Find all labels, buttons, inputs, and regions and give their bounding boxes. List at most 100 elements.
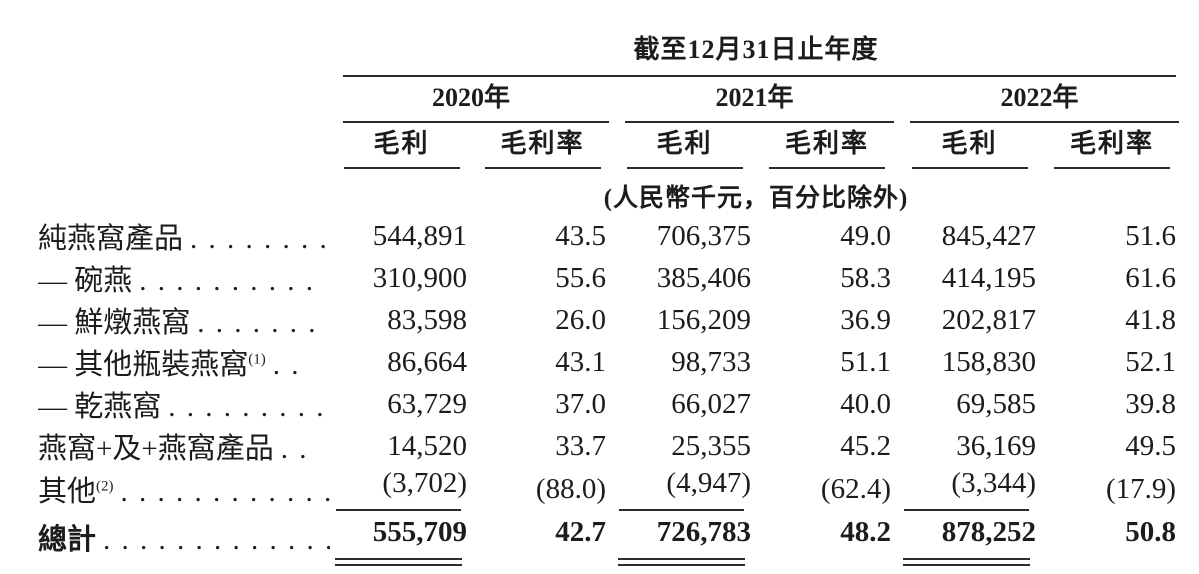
cell-value: 37.0 [555, 387, 606, 420]
total-2020-gross-margin: 42.7 [473, 511, 612, 574]
dot-leader: . . . . . . . . . . . . [120, 476, 330, 508]
cell-value: (3,344) [951, 467, 1036, 499]
cell-value: 156,209 [656, 303, 751, 336]
year-underline [910, 121, 1180, 123]
cell-2022-gross-margin: 51.6 [1042, 215, 1182, 257]
cell-value: 55.6 [555, 261, 606, 294]
total-rule-above [904, 509, 1029, 511]
col-header-label: 毛利 [656, 129, 713, 158]
cell-value: 58.3 [840, 261, 891, 294]
footnote-marker: (1) [248, 351, 266, 368]
cell-value: 49.5 [1125, 429, 1177, 462]
row-label: 其他 [38, 476, 97, 508]
col-underline [769, 167, 885, 169]
year-header-2021: 2021年 [612, 77, 897, 123]
row-label: — 乾燕窩 [38, 391, 162, 423]
unit-note-row: (人民幣千元，百分比除外) [38, 169, 1182, 215]
cell-2021-gross-profit: 156,209 [612, 299, 757, 341]
row-label-cell: 其他(2) . . . . . . . . . . . . [38, 467, 330, 511]
table-row-other-bottled: — 其他瓶裝燕窩(1) . . 86,664 43.1 98,733 51.1 1… [38, 341, 1182, 383]
empty-cell [38, 77, 330, 123]
cell-value: (17.9) [1105, 472, 1177, 505]
col-underline [343, 167, 460, 169]
col-underline [626, 167, 743, 169]
cell-2022-gross-margin: 39.8 [1042, 383, 1182, 425]
table-row-others: 其他(2) . . . . . . . . . . . . (3,702) (88… [38, 467, 1182, 511]
col-header-2021-gross-margin: 毛利率 [757, 123, 897, 169]
cell-2022-gross-profit: 845,427 [897, 215, 1042, 257]
document-page: { "table": { "period_header": "截至12月31日止… [38, 0, 1182, 566]
cell-2022-gross-profit: 202,817 [897, 299, 1042, 341]
year-label: 2021年 [715, 83, 794, 112]
cell-2020-gross-margin: 26.0 [473, 299, 612, 341]
period-header-row: 截至12月31日止年度 [38, 0, 1182, 77]
row-label-cell: 純燕窩產品. . . . . . . . [38, 215, 330, 257]
period-header: 截至12月31日止年度 [633, 35, 879, 64]
cell-2022-gross-margin: (17.9) [1042, 467, 1182, 511]
total-2021-gross-profit: 726,783 [612, 511, 757, 574]
cell-value: 43.1 [555, 345, 606, 378]
cell-value: 33.7 [555, 429, 606, 462]
cell-2020-gross-margin: 43.1 [473, 341, 612, 383]
period-underline [343, 75, 1177, 77]
cell-value: 61.6 [1125, 261, 1177, 294]
total-2022-gross-margin: 50.8 [1042, 511, 1182, 574]
cell-2021-gross-margin: 58.3 [757, 257, 897, 299]
cell-value: 36,169 [956, 429, 1036, 462]
cell-2021-gross-profit: 98,733 [612, 341, 757, 383]
cell-2022-gross-margin: 61.6 [1042, 257, 1182, 299]
cell-2022-gross-profit: 158,830 [897, 341, 1042, 383]
total-row: 總計. . . . . . . . . . . . . 555,709 42.7… [38, 511, 1182, 574]
cell-value: 45.2 [840, 429, 891, 462]
period-header-cell: 截至12月31日止年度 [330, 0, 1182, 77]
cell-2022-gross-profit: 69,585 [897, 383, 1042, 425]
col-header-label: 毛利 [373, 129, 430, 158]
total-2022-gross-profit: 878,252 [897, 511, 1042, 574]
cell-value: 878,252 [941, 516, 1036, 548]
cell-value: 50.8 [1125, 516, 1177, 548]
cell-2021-gross-profit: 66,027 [612, 383, 757, 425]
row-label-cell: — 鮮燉燕窩. . . . . . . [38, 299, 330, 341]
unit-note: (人民幣千元，百分比除外) [603, 185, 909, 212]
year-header-row: 2020年 2021年 2022年 [38, 77, 1182, 123]
col-header-label: 毛利 [941, 129, 998, 158]
cell-value: 86,664 [387, 345, 467, 378]
cell-value: (4,947) [666, 467, 751, 499]
year-label: 2022年 [1000, 83, 1079, 112]
dot-leader: . . [280, 433, 309, 465]
empty-cell [38, 123, 330, 169]
cell-value: 202,817 [941, 303, 1036, 336]
row-label: 燕窩+及+燕窩產品 [38, 433, 274, 465]
year-underline [625, 121, 894, 123]
cell-2022-gross-profit: 36,169 [897, 425, 1042, 467]
cell-2020-gross-profit: 544,891 [330, 215, 473, 257]
cell-2022-gross-margin: 52.1 [1042, 341, 1182, 383]
cell-2021-gross-margin: 36.9 [757, 299, 897, 341]
col-header-label: 毛利率 [1070, 129, 1155, 158]
total-rule-above [619, 509, 744, 511]
cell-2020-gross-margin: (88.0) [473, 467, 612, 511]
cell-value: 845,427 [941, 219, 1036, 252]
empty-cell [38, 0, 330, 77]
year-label: 2020年 [431, 83, 510, 112]
cell-value: 36.9 [840, 303, 891, 336]
dot-leader: . . [272, 349, 301, 381]
table-row-fresh-stewed: — 鮮燉燕窩. . . . . . . 83,598 26.0 156,209 … [38, 299, 1182, 341]
year-header-2020: 2020年 [330, 77, 612, 123]
year-underline [343, 121, 609, 123]
cell-2021-gross-profit: (4,947) [612, 467, 757, 511]
cell-2020-gross-profit: 14,520 [330, 425, 473, 467]
table-row-bowl-bird-nest: — 碗燕. . . . . . . . . . 310,900 55.6 385… [38, 257, 1182, 299]
row-label: 純燕窩產品 [38, 223, 184, 255]
cell-2022-gross-margin: 49.5 [1042, 425, 1182, 467]
cell-value: 555,709 [372, 516, 467, 548]
cell-value: 69,585 [956, 387, 1036, 420]
cell-2021-gross-margin: 51.1 [757, 341, 897, 383]
total-double-underline [335, 558, 462, 566]
cell-value: 706,375 [656, 219, 751, 252]
table-row-pure-bird-nest: 純燕窩產品. . . . . . . . 544,891 43.5 706,37… [38, 215, 1182, 257]
table-row-dried-bird-nest: — 乾燕窩. . . . . . . . . 63,729 37.0 66,02… [38, 383, 1182, 425]
cell-2021-gross-margin: (62.4) [757, 467, 897, 511]
cell-value: 26.0 [555, 303, 606, 336]
cell-value: 51.6 [1125, 219, 1177, 252]
